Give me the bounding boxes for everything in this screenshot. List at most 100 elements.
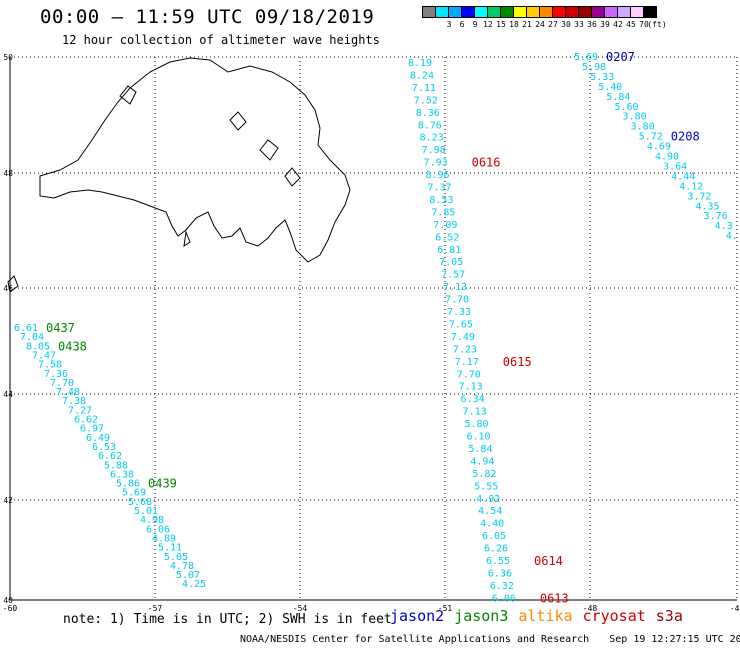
footer: NOAA/NESDIS Center for Satellite Applica…: [240, 634, 740, 645]
wave-height-value: 7.49: [451, 332, 475, 343]
wave-height-value: 4.25: [182, 579, 206, 590]
scale-label: 70: [639, 20, 649, 29]
scale-label: 39: [600, 20, 610, 29]
wave-height-value: 8.36: [416, 108, 440, 119]
wave-height-value: 5.88: [104, 460, 128, 471]
wave-height-value: 5.72: [639, 132, 663, 143]
lon-label: -45: [730, 604, 740, 613]
scale-label: 18: [509, 20, 519, 29]
wave-height-value: 6.05: [482, 531, 506, 542]
scale-label: 6: [459, 20, 465, 29]
wave-height-value: 6.81: [437, 245, 461, 256]
scale-label: 21: [522, 20, 532, 29]
wave-height-value: 5.11: [158, 543, 182, 554]
wave-height-value: 4.90: [655, 152, 679, 163]
wave-height-value: 5.55: [474, 481, 498, 492]
wave-height-value: 8.23: [420, 133, 444, 144]
wave-height-value: 4.35: [695, 201, 719, 212]
wave-height-value: 5.33: [590, 72, 614, 83]
lon-label: -57: [148, 604, 163, 613]
lon-label: -48: [583, 604, 598, 613]
scale-label: 15: [496, 20, 506, 29]
wave-height-value: 7.27: [68, 405, 92, 416]
lon-label: -54: [293, 604, 308, 613]
wave-height-value: 5.60: [614, 102, 638, 113]
wave-height-value: 7.04: [20, 332, 44, 343]
wave-height-value: 4.44: [671, 171, 695, 182]
wave-height-value: 6.10: [466, 432, 490, 443]
legend-cryosat: cryosat: [582, 607, 646, 625]
wave-height-value: 6.34: [461, 394, 485, 405]
satellite-legend: jason2 jason3 altika cryosat s3a: [390, 607, 693, 625]
wave-height-value: 3.80: [631, 122, 655, 133]
wave-height-value: 7.47: [32, 350, 56, 361]
wave-height-value: 7.48: [56, 387, 80, 398]
map-title: 00:00 – 11:59 UTC 09/18/2019: [40, 6, 375, 28]
wave-height-value: 4.: [726, 231, 738, 242]
wave-height-value: 7.33: [447, 307, 471, 318]
lon-label: -51: [438, 604, 453, 613]
graticule: 50 48 46 44 42 40-60 -57 -54 -51 -48 -45: [3, 53, 740, 613]
wave-height-value: 7.70: [445, 295, 469, 306]
lat-label: 50: [3, 53, 13, 62]
wave-height-value: 5.01: [134, 506, 158, 517]
units-note: note: 1) Time is in UTC; 2) SWH is in fe…: [63, 612, 392, 627]
wave-height-value: 8.53: [429, 195, 453, 206]
scale-label: 27: [548, 20, 558, 29]
wave-height-value: 5.80: [465, 419, 489, 430]
wave-height-value: 7.13: [463, 407, 487, 418]
footer-credit: NOAA/NESDIS Center for Satellite Applica…: [240, 634, 590, 645]
scale-label: 33: [574, 20, 584, 29]
wave-height-value: 6.06: [492, 593, 516, 604]
wave-height-value: 7.36: [44, 369, 68, 380]
wave-height-value: 7.13: [443, 282, 467, 293]
wave-height-value: 5.69: [574, 52, 598, 63]
legend-s3a: s3a: [655, 607, 683, 625]
wave-height-value: 7.05: [439, 257, 463, 268]
scale-label: 3: [446, 20, 452, 29]
scale-swatch: [643, 6, 657, 18]
pass-time-label: 0616: [472, 156, 501, 170]
wave-height-value: 5.68: [128, 497, 152, 508]
lat-label: 48: [3, 169, 13, 178]
wave-height-value: 3.72: [687, 191, 711, 202]
wave-height-value: 5.84: [468, 444, 492, 455]
wave-height-value: 8.24: [410, 70, 434, 81]
wave-height-value: 6.61: [14, 323, 38, 334]
wave-height-value: 7.57: [441, 270, 465, 281]
altimeter-tracks: 8.198.24 7.117.52 8.368.76 8.237.98 7.938.96…: [14, 50, 738, 605]
wave-height-value: 5.82: [472, 469, 496, 480]
footer-timestamp: Sep 19 12:27:15 UTC 2019: [609, 634, 740, 645]
scale-label: 12: [483, 20, 493, 29]
wave-height-value: 7.70: [457, 369, 481, 380]
pass-time-label: 0613: [540, 591, 569, 605]
legend-jason3: jason3: [454, 607, 509, 625]
scale-label: 45: [626, 20, 636, 29]
wave-height-value: 6.49: [86, 433, 110, 444]
wave-height-value: 4.89: [152, 533, 176, 544]
wave-height-value: 3.76: [704, 211, 728, 222]
wave-height-value: 6.52: [435, 232, 459, 243]
pass-time-label: 0439: [148, 477, 177, 491]
wave-height-value: 6.97: [80, 424, 104, 435]
wave-height-value: 7.58: [38, 360, 62, 371]
scale-label: 30: [561, 20, 571, 29]
coastline: [7, 57, 351, 293]
wave-height-value: 7.70: [50, 378, 74, 389]
scale-label: 36: [587, 20, 597, 29]
wave-height-value: 7.23: [453, 344, 477, 355]
wave-height-value: 7.93: [424, 158, 448, 169]
wave-height-value: 7.98: [422, 145, 446, 156]
wave-height-value: 8.05: [26, 341, 50, 352]
wave-height-value: 4.69: [647, 142, 671, 153]
wave-height-value: 8.76: [418, 120, 442, 131]
lat-label: 46: [3, 284, 13, 293]
wave-height-value: 7.65: [449, 319, 473, 330]
legend-jason2: jason2: [390, 607, 445, 625]
wave-height-value: 8.19: [408, 58, 432, 69]
wave-height-value: 5.84: [606, 92, 630, 103]
wave-height-value: 3.80: [623, 112, 647, 123]
pass-time-label: 0438: [58, 339, 87, 353]
